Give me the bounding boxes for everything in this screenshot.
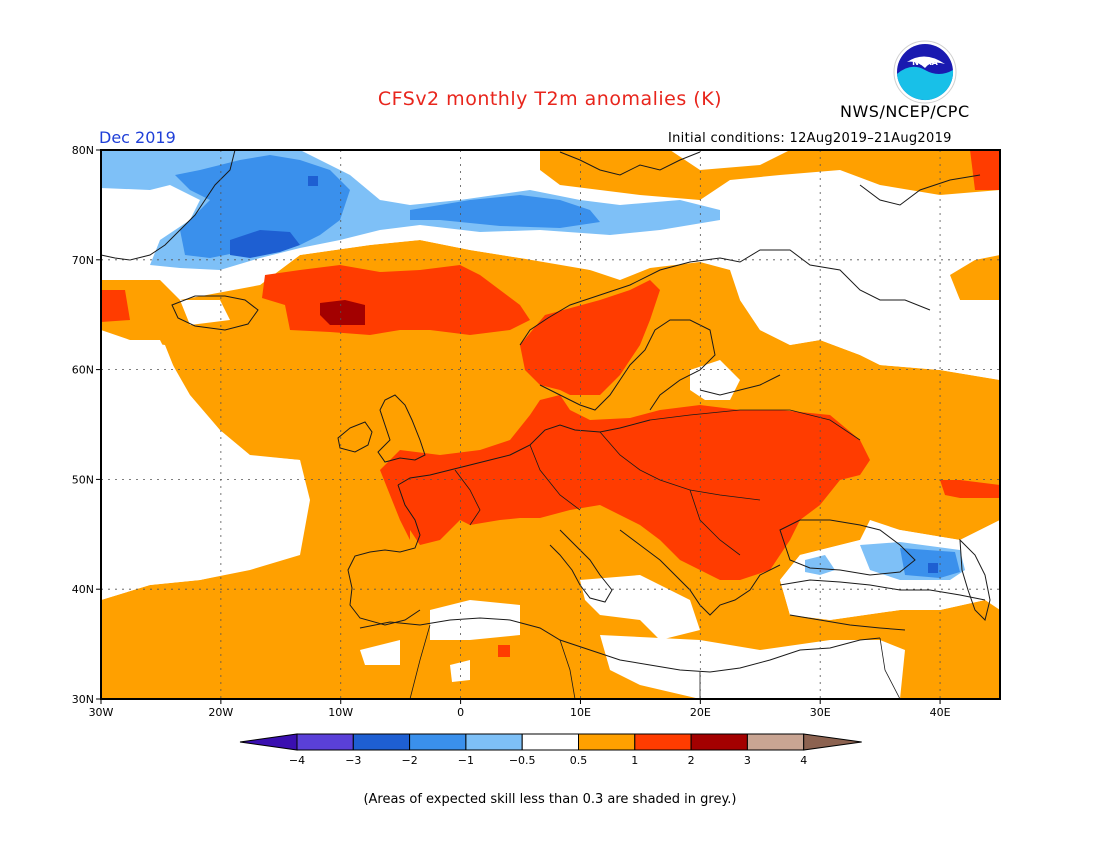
legend-label: −3 (345, 754, 361, 767)
lat-tick-label: 80N (72, 144, 94, 157)
legend-swatch (578, 733, 636, 751)
legend-arrow-high (803, 733, 862, 751)
anomaly-darkred (320, 300, 365, 325)
valid-month-label: Dec 2019 (99, 128, 176, 147)
lon-tick-label: 20W (208, 706, 233, 719)
map-title: CFSv2 monthly T2m anomalies (K) (377, 88, 723, 110)
graticule (101, 150, 1000, 699)
legend-label: 4 (800, 754, 807, 767)
legend-swatch (690, 733, 748, 751)
legend-swatch (521, 733, 580, 751)
lon-tick-label: 20E (690, 706, 711, 719)
legend-swatch (746, 733, 805, 751)
legend-arrow-low (239, 733, 298, 751)
lat-tick-label: 60N (72, 364, 94, 377)
legend-label: −1 (458, 754, 474, 767)
lat-tick-label: 30N (72, 693, 94, 706)
lon-tick-label: 10E (570, 706, 591, 719)
organization-label: NWS/NCEP/CPC (840, 102, 970, 121)
lon-tick-label: 30E (810, 706, 831, 719)
lon-tick-label: 10W (328, 706, 353, 719)
lat-tick-label: 50N (72, 473, 94, 486)
legend-label: −4 (289, 754, 305, 767)
legend-swatch (296, 733, 354, 751)
legend-swatch (465, 733, 523, 751)
legend-label: −0.5 (509, 754, 536, 767)
lon-tick-label: 0 (457, 706, 464, 719)
map-frame (100, 149, 1001, 700)
legend-label: 0.5 (570, 754, 588, 767)
initial-conditions-label: Initial conditions: 12Aug2019–21Aug2019 (668, 131, 952, 146)
lon-tick-label: 30W (89, 706, 114, 719)
latitude-ticks: 30N 40N 50N 60N 70N 80N (72, 144, 101, 706)
color-legend: −4 −3 −2 −1 −0.5 0.5 1 2 3 4 (239, 733, 862, 767)
legend-label: 1 (631, 754, 638, 767)
longitude-ticks: 30W 20W 10W 0 10E 20E 30E 40E (89, 699, 951, 719)
legend-label: −2 (401, 754, 417, 767)
skill-note: (Areas of expected skill less than 0.3 a… (363, 792, 737, 807)
lon-tick-label: 40E (930, 706, 951, 719)
legend-label: 3 (744, 754, 751, 767)
lat-tick-label: 70N (72, 254, 94, 267)
legend-swatch (634, 733, 692, 751)
anomaly-darkblue (230, 176, 938, 573)
svg-text:NOAA: NOAA (912, 58, 938, 67)
legend-label: 2 (688, 754, 695, 767)
legend-swatch (352, 733, 411, 751)
coastlines (100, 149, 991, 700)
noaa-logo-icon: NOAA (893, 40, 957, 104)
legend-swatch (409, 733, 467, 751)
lat-tick-label: 40N (72, 583, 94, 596)
